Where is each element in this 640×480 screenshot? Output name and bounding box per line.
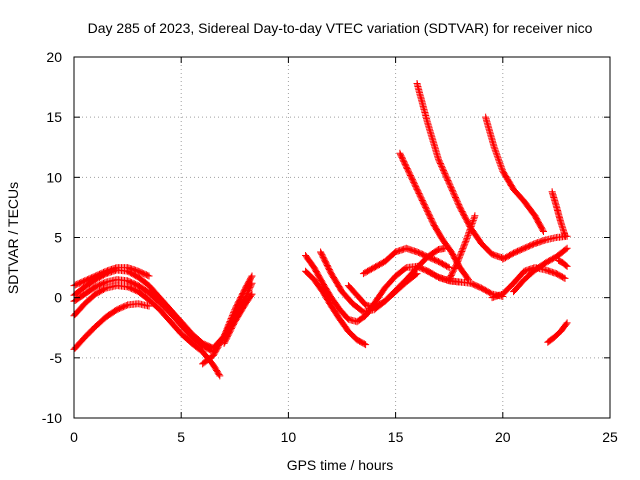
axis-ticks: 0 5 10 15 20 25 -10 -5 0 5 10 15 20 — [42, 49, 618, 445]
series-track-22 — [544, 319, 571, 346]
y-tick-label: 0 — [54, 290, 62, 306]
series-markers — [544, 319, 571, 346]
series-track-13 — [359, 244, 453, 278]
series-markers — [445, 212, 479, 284]
series-markers — [482, 113, 547, 235]
series-track-17 — [445, 212, 479, 284]
y-tick-label: 15 — [46, 109, 62, 125]
series-markers — [548, 188, 569, 239]
data-points — [70, 79, 571, 380]
series-track-23 — [548, 188, 569, 239]
series-track-8 — [220, 290, 256, 347]
x-tick-label: 5 — [177, 429, 185, 445]
series-track-19 — [488, 264, 569, 302]
series-track-12 — [344, 244, 449, 311]
chart-title: Day 285 of 2023, Sidereal Day-to-day VTE… — [88, 20, 593, 36]
series-markers — [359, 244, 453, 278]
series-markers — [413, 79, 507, 262]
y-tick-label: -5 — [50, 350, 63, 366]
y-tick-label: 20 — [46, 49, 62, 65]
y-tick-label: 10 — [46, 169, 62, 185]
x-tick-label: 25 — [602, 429, 618, 445]
y-tick-label: -10 — [42, 410, 62, 426]
series-markers — [488, 264, 569, 302]
series-markers — [555, 256, 571, 270]
series-markers — [510, 244, 571, 296]
series-markers — [344, 244, 449, 311]
series-markers — [220, 290, 256, 347]
y-axis-label: SDTVAR / TECUs — [5, 182, 21, 294]
series-track-15 — [413, 79, 507, 262]
x-axis-label: GPS time / hours — [287, 457, 394, 473]
grid-lines — [74, 57, 610, 418]
x-tick-label: 20 — [495, 429, 511, 445]
x-tick-label: 15 — [388, 429, 404, 445]
y-tick-label: 5 — [54, 230, 62, 246]
series-track-20 — [499, 232, 571, 263]
series-markers — [302, 267, 370, 349]
series-track-18 — [482, 113, 547, 235]
x-tick-label: 10 — [281, 429, 297, 445]
series-track-14 — [396, 149, 472, 284]
x-tick-label: 0 — [70, 429, 78, 445]
series-track-24 — [555, 256, 571, 270]
series-markers — [396, 149, 472, 284]
series-track-10 — [302, 267, 370, 349]
series-markers — [499, 232, 571, 263]
series-track-21 — [510, 244, 571, 296]
